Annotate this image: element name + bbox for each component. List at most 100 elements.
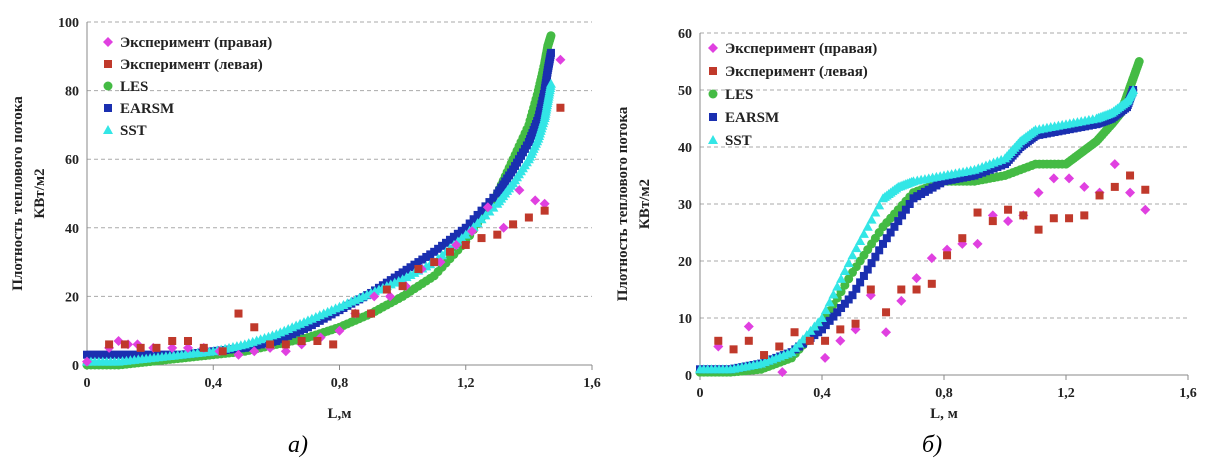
- data-point: [881, 327, 892, 338]
- data-point: [1048, 173, 1059, 184]
- data-point: [847, 250, 858, 260]
- y-axis-label: КВт/м2: [637, 179, 653, 229]
- data-point: [912, 285, 921, 294]
- y-tick-label: 40: [678, 141, 692, 156]
- data-point: [234, 309, 243, 318]
- y-tick-label: 60: [678, 27, 692, 42]
- data-point: [546, 31, 556, 41]
- data-point: [249, 346, 260, 357]
- x-axis-label: L,м: [328, 406, 352, 422]
- data-point: [836, 325, 845, 334]
- y-tick-label: 20: [678, 255, 692, 270]
- data-point: [1080, 211, 1089, 220]
- legend-marker: [708, 135, 718, 144]
- legend-marker: [103, 37, 113, 47]
- data-point: [866, 285, 875, 294]
- data-point: [859, 271, 868, 280]
- legend-marker: [708, 43, 718, 53]
- data-point: [334, 325, 345, 336]
- data-point: [927, 279, 936, 288]
- data-point: [82, 356, 92, 367]
- data-point: [1125, 187, 1136, 198]
- data-point: [911, 273, 922, 284]
- data-point: [973, 208, 982, 217]
- data-point: [414, 264, 423, 273]
- data-point: [367, 309, 376, 318]
- x-tick-label: 0: [84, 376, 91, 391]
- series-Эксперимент (левая): [714, 171, 1150, 360]
- data-point: [382, 285, 391, 294]
- legend-marker: [104, 104, 112, 112]
- data-point: [818, 325, 826, 334]
- legend-label: EARSM: [120, 101, 174, 117]
- data-point: [1109, 159, 1120, 170]
- series-EARSM: [696, 86, 1138, 374]
- data-point: [744, 336, 753, 345]
- y-axis-label: Плотность теплового потока: [10, 96, 26, 291]
- data-point: [509, 220, 518, 229]
- data-point: [837, 304, 846, 313]
- chart-panel-a: 0 20 40 60 80 100 0 0,4 0,8 1,2 1,6 L,м Плотность те…: [0, 0, 605, 430]
- y-tick-label: 30: [678, 198, 692, 213]
- data-point: [882, 234, 891, 243]
- data-point: [168, 336, 177, 345]
- legend-label: Эксперимент (левая): [120, 57, 263, 73]
- data-point: [821, 321, 830, 330]
- data-point: [398, 282, 407, 291]
- data-point: [385, 291, 395, 302]
- y-tick-label: 20: [65, 290, 79, 305]
- data-point: [199, 343, 208, 352]
- caption-b: б): [922, 432, 943, 458]
- x-tick-label: 0,8: [935, 386, 953, 401]
- legend-marker: [709, 113, 717, 121]
- data-point: [1034, 225, 1043, 234]
- data-point: [1110, 182, 1119, 191]
- x-tick-label: 1,6: [583, 376, 601, 391]
- legend-label: SST: [725, 133, 752, 149]
- data-point: [862, 221, 873, 231]
- data-point: [524, 213, 533, 222]
- data-point: [825, 316, 834, 325]
- data-point: [369, 291, 380, 302]
- data-point: [540, 206, 549, 215]
- data-point: [498, 222, 509, 233]
- data-point: [1033, 187, 1044, 198]
- legend-label: Эксперимент (правая): [120, 35, 272, 51]
- data-point: [250, 323, 259, 332]
- data-point: [896, 295, 907, 306]
- series-Эксперимент (левая): [105, 103, 565, 356]
- data-point: [482, 202, 493, 213]
- data-point: [329, 340, 338, 349]
- data-point: [851, 243, 862, 253]
- data-point: [870, 207, 881, 217]
- data-point: [871, 252, 880, 261]
- data-point: [555, 54, 566, 65]
- data-point: [898, 211, 907, 220]
- legend-label: LES: [120, 79, 148, 95]
- x-tick-label: 1,6: [1179, 386, 1197, 401]
- data-point: [430, 258, 439, 267]
- data-point: [760, 351, 769, 360]
- data-point: [828, 289, 839, 299]
- x-tick-label: 1,2: [457, 376, 475, 391]
- data-point: [943, 251, 952, 260]
- data-point: [218, 347, 227, 356]
- data-point: [855, 236, 866, 246]
- data-point: [840, 299, 849, 308]
- series-SST: [695, 85, 1139, 374]
- y-tick-label: 100: [58, 16, 79, 31]
- data-point: [824, 297, 835, 307]
- legend-marker: [103, 81, 113, 91]
- data-point: [820, 305, 831, 315]
- data-point: [777, 367, 788, 378]
- y-tick-label: 80: [65, 85, 79, 100]
- y-tick-label: 10: [678, 312, 692, 327]
- y-tick-label: 50: [678, 84, 692, 99]
- series-LES: [695, 57, 1144, 377]
- data-point: [839, 265, 850, 275]
- data-point: [351, 309, 360, 318]
- data-point: [136, 343, 145, 352]
- y-tick-label: 40: [65, 222, 79, 237]
- y-tick-label: 0: [685, 369, 692, 384]
- data-point: [714, 336, 723, 345]
